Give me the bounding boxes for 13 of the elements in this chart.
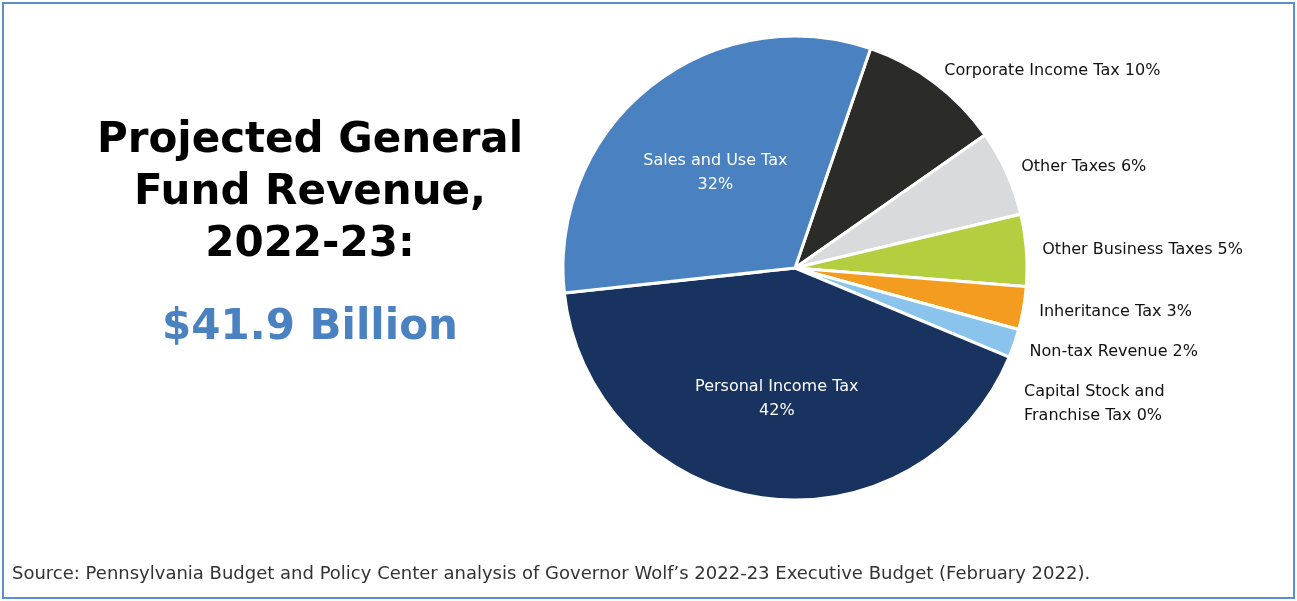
slice-label: Other Business Taxes 5% — [1042, 238, 1243, 258]
category-label: Capital Stock and Franchise Tax 0% — [1023, 381, 1165, 425]
data-label: 42% — [759, 400, 795, 420]
slice-label: Sales and Use Tax — [643, 150, 788, 170]
source-note: Source: Pennsylvania Budget and Policy Center analysis of Governor Wolf’s 2022-23 Executive Budget (February 2022). — [12, 562, 1091, 583]
slice-label: Non-tax Revenue 2% — [1029, 341, 1198, 361]
data-label: 32% — [697, 174, 734, 194]
slice-label: Inheritance Tax 3% — [1039, 301, 1192, 321]
text: $41.9 Billion — [161, 300, 459, 349]
slice-label: Personal Income Tax — [695, 376, 859, 396]
text: Projected General Fund Revenue, 2022-23: — [95, 112, 525, 268]
slice-label: Corporate Income Tax 10% — [944, 59, 1161, 79]
slice-label: Other Taxes 6% — [1021, 156, 1147, 176]
